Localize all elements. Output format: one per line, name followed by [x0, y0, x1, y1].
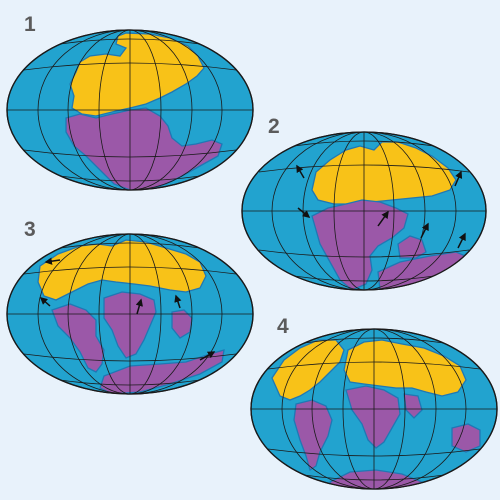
stage-4-map — [250, 328, 498, 490]
stage-2-india — [397, 235, 427, 259]
stage-1-laurasia — [69, 32, 205, 117]
stage-3-motion-arrows — [39, 257, 216, 361]
arrow-icon — [39, 297, 51, 307]
stage-4-africa — [345, 385, 401, 449]
stage-4-eurasia — [343, 339, 467, 397]
stage-4-graticule — [251, 329, 497, 489]
stage-1-label: 1 — [24, 13, 36, 36]
stage-1-graticule — [7, 30, 253, 190]
stage-1-map — [6, 29, 254, 191]
arrow-icon — [296, 164, 305, 179]
stage-3-laurasia — [37, 239, 207, 301]
stage-3-india — [171, 309, 193, 339]
stage-2-gondwana — [311, 199, 409, 290]
stage-3-label: 3 — [24, 218, 36, 241]
stage-3-antarctica-australia — [99, 349, 225, 394]
stage-2-laurasia — [311, 141, 457, 205]
stage-4-label: 4 — [277, 315, 289, 338]
arrow-icon — [199, 351, 216, 361]
arrow-icon — [454, 170, 463, 187]
stage-4-south-america — [293, 399, 333, 472]
stage-2-label: 2 — [268, 115, 280, 138]
stage-2-motion-arrows — [296, 164, 466, 249]
stage-4-india — [403, 393, 423, 419]
arrow-icon — [377, 210, 389, 227]
stage-4-australia — [451, 423, 481, 453]
stage-4-north-america — [271, 339, 345, 401]
stage-2-graticule — [242, 132, 486, 290]
arrow-icon — [44, 257, 61, 265]
arrow-icon — [457, 232, 466, 249]
arrow-icon — [297, 207, 311, 218]
arrow-icon — [420, 222, 429, 239]
arrow-icon — [174, 294, 182, 309]
stage-2-map — [241, 131, 487, 291]
stage-3-south-america — [51, 303, 105, 373]
arrow-icon — [135, 298, 143, 315]
stage-3-map — [6, 233, 254, 395]
